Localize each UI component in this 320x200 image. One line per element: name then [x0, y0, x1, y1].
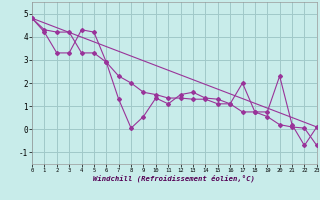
X-axis label: Windchill (Refroidissement éolien,°C): Windchill (Refroidissement éolien,°C)	[93, 175, 255, 182]
